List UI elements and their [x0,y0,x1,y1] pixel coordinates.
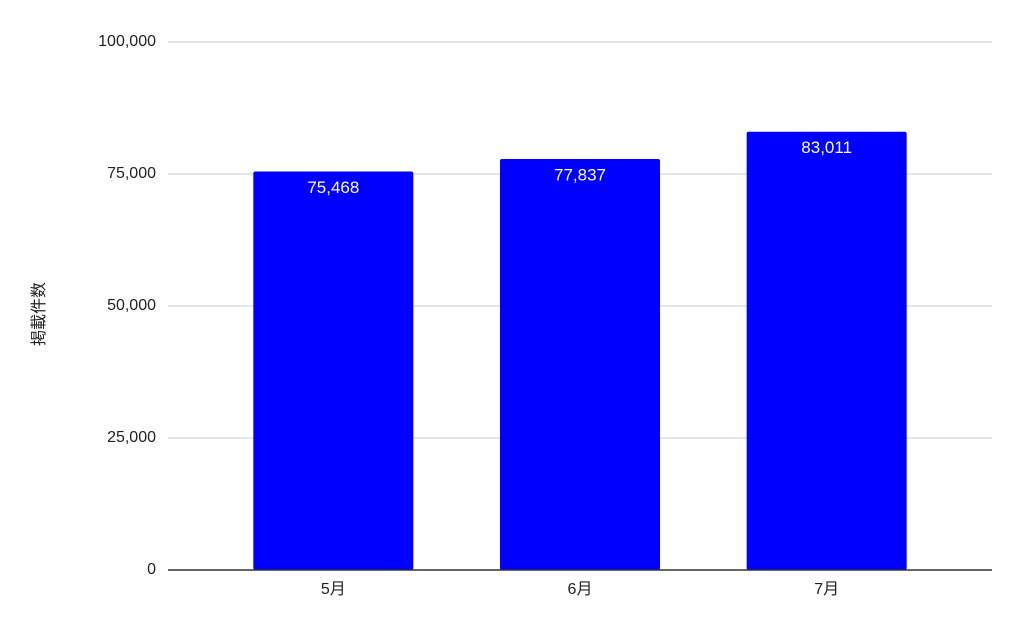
bar [253,171,414,570]
y-tick-label: 75,000 [107,165,156,182]
value-label: 83,011 [801,138,852,157]
y-tick-label: 50,000 [107,297,156,314]
y-axis-label: 掲載件数 [30,282,48,346]
bar [500,159,660,571]
y-tick-label: 0 [147,561,156,578]
x-tick-label: 5月 [321,581,346,598]
value-label: 77,837 [554,166,606,185]
bar [746,131,907,571]
x-tick-label: 7月 [814,581,839,598]
y-tick-label: 25,000 [107,429,156,446]
y-tick-label: 100,000 [98,33,156,50]
x-tick-label: 6月 [568,581,593,598]
value-label: 75,468 [307,178,359,197]
